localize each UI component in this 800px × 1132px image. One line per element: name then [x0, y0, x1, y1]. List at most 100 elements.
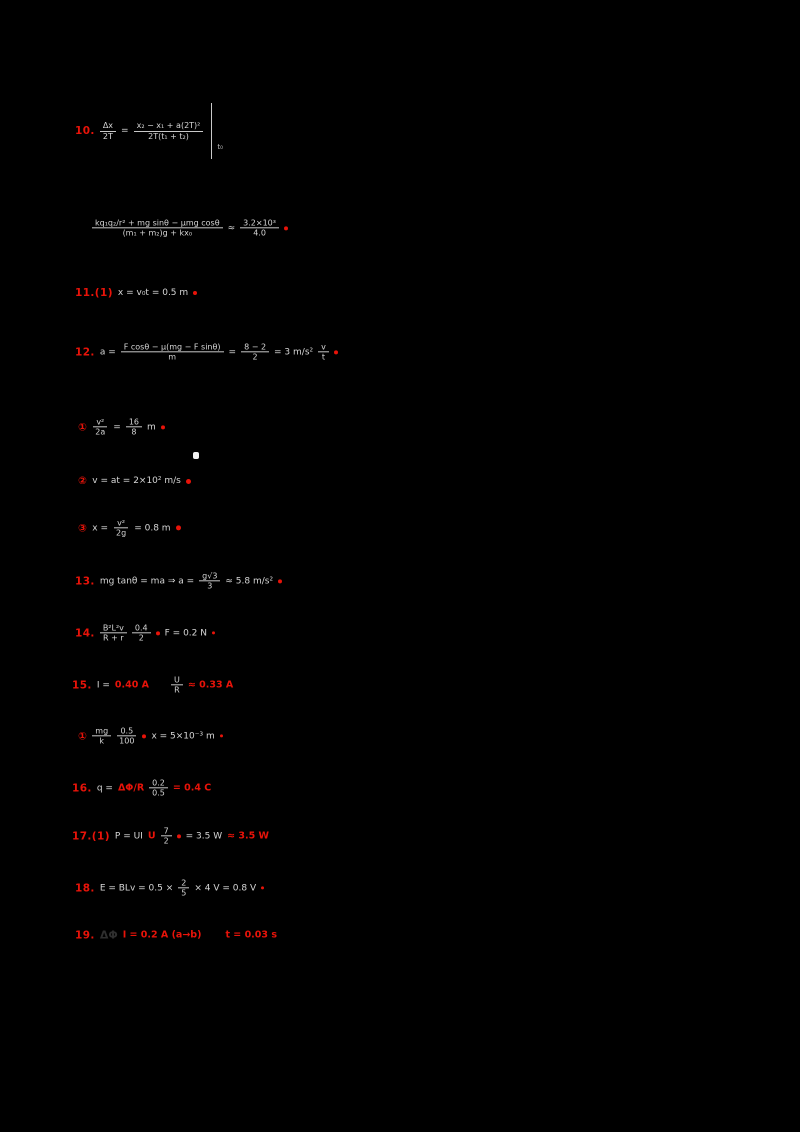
row-label: 19. [75, 929, 95, 941]
fraction-denominator: 2T(t₁ + t₂) [148, 131, 189, 141]
row-label: 14. [75, 627, 95, 639]
red-mark-dot [219, 734, 223, 738]
red-mark-dot [160, 425, 165, 429]
white-speck [193, 452, 199, 459]
math-text: v = at = 2×10² m/s [92, 476, 181, 486]
fraction-numerator: B²L²v [99, 623, 127, 634]
formula-row: 17.(1) P = UI U 7 2 = 3.5 W ≈ 3.5 W [72, 826, 269, 845]
math-text: a = [99, 347, 116, 357]
red-mark-dot [142, 734, 147, 738]
fraction-numerator: g√3 [199, 571, 221, 582]
row-label: ① [78, 730, 88, 742]
formula-row: 13. mg tanθ = ma ⇒ a = g√3 3 ≈ 5.8 m/s² [75, 571, 283, 591]
fraction: B²L²v R + r [99, 623, 127, 643]
math-text: I = [96, 680, 110, 690]
fraction-denominator: 2 [163, 836, 169, 846]
fraction: v² 2g [113, 518, 129, 538]
math-text: = [228, 347, 237, 357]
math-text: x = v₀t = 0.5 m [117, 288, 189, 298]
math-text: ≈ [227, 223, 236, 233]
formula-row: ① mg k 0.5 100 x = 5×10⁻³ m [78, 726, 223, 746]
formula-row: 10. Δx 2T = x₂ − x₁ + a(2T)² 2T(t₁ + t₂) t₀ [75, 103, 223, 159]
fraction: F cosθ − μ(mg − F sinθ) m [120, 342, 224, 362]
fraction-denominator: 2 [252, 352, 258, 362]
math-text: F = 0.2 N [164, 628, 207, 638]
fraction-numerator: 0.2 [149, 778, 168, 789]
fraction-denominator: 2g [116, 528, 127, 538]
math-text: q = [96, 783, 113, 793]
math-text: x = [92, 523, 109, 533]
red-annotation: ΔΦ/R [117, 782, 145, 794]
row-label: 16. [72, 782, 92, 794]
fraction-numerator: v² [93, 417, 108, 428]
fraction-numerator: x₂ − x₁ + a(2T)² [133, 121, 204, 132]
fraction-denominator: 2T [102, 131, 113, 141]
red-annotation: ≈ 0.33 A [187, 679, 234, 691]
red-annotation: U [147, 830, 156, 842]
fraction: v² 2a [92, 417, 108, 437]
formula-row: 14. B²L²v R + r 0.4 2 F = 0.2 N [75, 623, 215, 643]
fraction: 3.2×10³ 4.0 [240, 218, 279, 238]
fraction-denominator: R + r [103, 633, 124, 643]
red-mark-dot [193, 291, 198, 295]
fraction-numerator: 16 [125, 417, 143, 428]
red-mark-dot [175, 525, 181, 531]
fraction: kq₁q₂/r² + mg sinθ − μmg cosθ (m₁ + m₂)g … [92, 218, 223, 238]
spacer [206, 935, 220, 936]
red-annotation: = 0.4 C [172, 782, 212, 794]
fraction-numerator: 0.5 [117, 726, 137, 737]
fraction-numerator: 8 − 2 [241, 342, 270, 353]
row-label: 18. [75, 882, 95, 894]
formula-row: ① v² 2a = 16 8 m [78, 417, 165, 437]
fraction-denominator: (m₁ + m₂)g + kx₀ [122, 228, 193, 238]
fraction-denominator: 2a [95, 427, 106, 437]
fraction: Δx 2T [99, 121, 117, 141]
red-mark-dot [333, 350, 338, 354]
fraction: 0.5 100 [116, 726, 137, 746]
row-label: 17.(1) [72, 830, 110, 842]
row-label: ② [78, 475, 88, 487]
math-text: m [147, 422, 156, 432]
math-text: ≈ 5.8 m/s² [225, 576, 274, 586]
row-label: 15. [72, 679, 92, 691]
fraction-numerator: U [170, 675, 183, 686]
math-text: = [121, 126, 129, 136]
row-label: 12. [75, 346, 95, 358]
formula-row: 11.(1) x = v₀t = 0.5 m [75, 287, 198, 299]
fraction-numerator: kq₁q₂/r² + mg sinθ − μmg cosθ [92, 218, 223, 229]
fraction-denominator: 8 [131, 427, 137, 437]
math-text: E = BLv = 0.5 × [99, 883, 174, 893]
red-annotation: 0.40 A [114, 679, 149, 691]
math-text: = [113, 422, 121, 432]
fraction: g√3 3 [199, 571, 221, 591]
math-text: P = UI [114, 831, 143, 841]
math-text: = 0.8 m [134, 523, 171, 533]
red-mark-dot [278, 579, 283, 583]
fraction-numerator: mg [92, 726, 112, 737]
fraction-numerator: v [318, 342, 329, 353]
red-mark-dot [212, 631, 215, 635]
fraction-denominator: 4.0 [253, 228, 266, 238]
fraction-denominator: 5 [181, 888, 187, 898]
subscript-text: t₀ [217, 143, 223, 151]
fraction-denominator: 100 [119, 736, 135, 746]
math-text: = 3.5 W [185, 831, 223, 841]
row-label: 10. [75, 125, 95, 137]
formula-row: ③ x = v² 2g = 0.8 m [78, 518, 181, 538]
fraction-denominator: 2 [138, 633, 144, 643]
formula-row: 19. ΔΦ I = 0.2 A (a→b) t = 0.03 s [75, 929, 277, 942]
spacer [154, 685, 166, 686]
formula-row: 12. a = F cosθ − μ(mg − F sinθ) m = 8 − 2 2 = 3… [75, 342, 338, 362]
fraction: 16 8 [125, 417, 143, 437]
faded-text: ΔΦ [99, 928, 118, 942]
fraction: x₂ − x₁ + a(2T)² 2T(t₁ + t₂) [133, 121, 204, 141]
fraction-denominator: m [168, 352, 177, 362]
fraction-numerator: 3.2×10³ [240, 218, 279, 229]
red-annotation: I = 0.2 A (a→b) [122, 929, 202, 941]
red-mark-dot [185, 478, 191, 484]
